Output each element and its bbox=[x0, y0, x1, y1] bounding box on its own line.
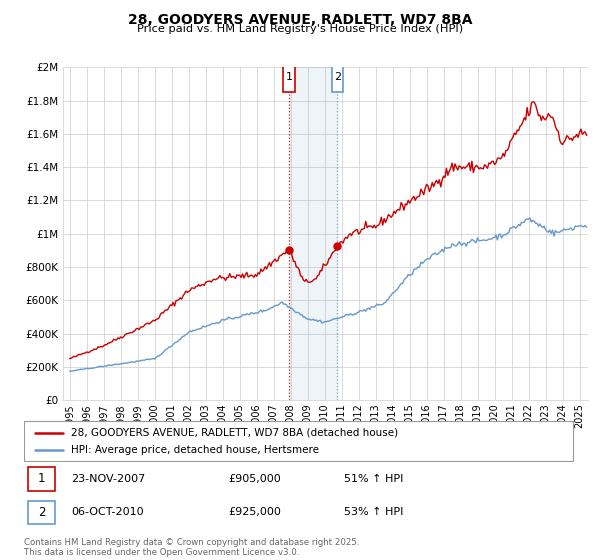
Text: 1: 1 bbox=[38, 473, 46, 486]
Text: 06-OCT-2010: 06-OCT-2010 bbox=[71, 507, 143, 517]
Text: Contains HM Land Registry data © Crown copyright and database right 2025.
This d: Contains HM Land Registry data © Crown c… bbox=[24, 538, 359, 557]
FancyBboxPatch shape bbox=[24, 421, 573, 461]
Text: £925,000: £925,000 bbox=[228, 507, 281, 517]
Text: 53% ↑ HPI: 53% ↑ HPI bbox=[344, 507, 404, 517]
Text: 2: 2 bbox=[334, 72, 341, 82]
Text: 28, GOODYERS AVENUE, RADLETT, WD7 8BA: 28, GOODYERS AVENUE, RADLETT, WD7 8BA bbox=[128, 13, 472, 27]
FancyBboxPatch shape bbox=[28, 501, 55, 524]
FancyBboxPatch shape bbox=[283, 62, 295, 92]
FancyBboxPatch shape bbox=[332, 62, 343, 92]
Text: 2: 2 bbox=[38, 506, 46, 519]
Text: £905,000: £905,000 bbox=[228, 474, 281, 484]
Text: HPI: Average price, detached house, Hertsmere: HPI: Average price, detached house, Hert… bbox=[71, 445, 319, 455]
Text: Price paid vs. HM Land Registry's House Price Index (HPI): Price paid vs. HM Land Registry's House … bbox=[137, 24, 463, 34]
FancyBboxPatch shape bbox=[28, 468, 55, 491]
Text: 23-NOV-2007: 23-NOV-2007 bbox=[71, 474, 145, 484]
Text: 1: 1 bbox=[286, 72, 292, 82]
Text: 51% ↑ HPI: 51% ↑ HPI bbox=[344, 474, 404, 484]
Bar bbox=[289, 67, 337, 400]
Text: 28, GOODYERS AVENUE, RADLETT, WD7 8BA (detached house): 28, GOODYERS AVENUE, RADLETT, WD7 8BA (d… bbox=[71, 428, 398, 437]
